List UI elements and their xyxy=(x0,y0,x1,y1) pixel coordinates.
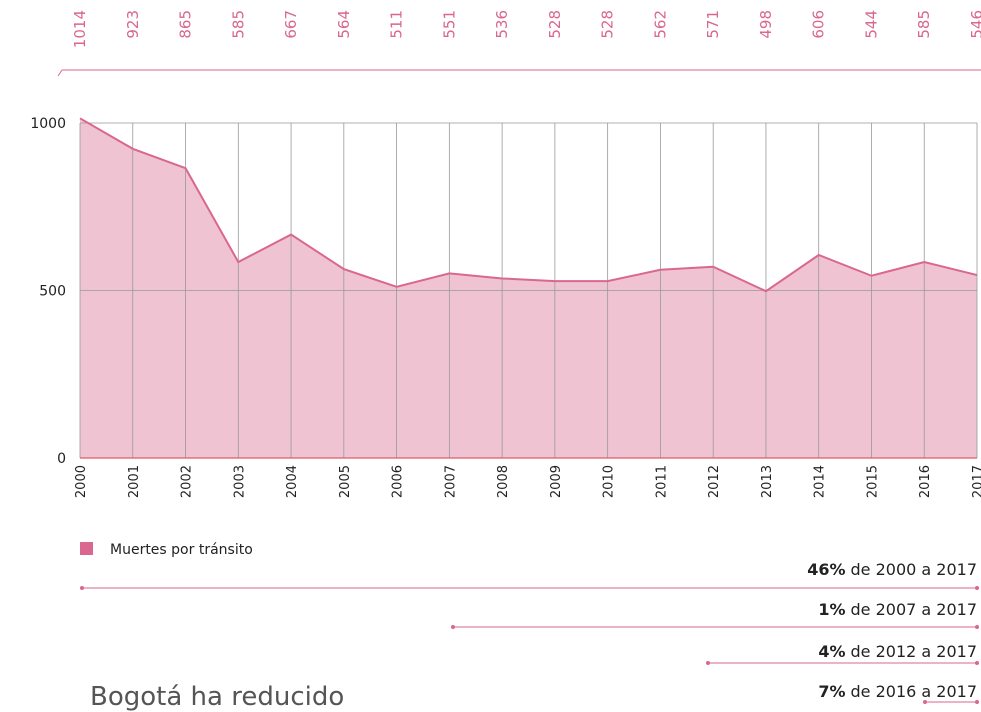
annotation-text: de 2012 a 2017 xyxy=(851,642,978,661)
x-tick-label: 2014 xyxy=(813,465,828,498)
annotation-bold: 7% xyxy=(818,682,845,701)
x-tick-label: 2002 xyxy=(180,465,195,498)
x-tick-label: 2000 xyxy=(74,465,89,498)
x-tick-label: 2006 xyxy=(391,465,406,498)
value-label: 546 xyxy=(968,10,981,39)
x-tick-label: 2004 xyxy=(285,465,300,498)
annotation-text: de 2000 a 2017 xyxy=(851,560,978,579)
annotation-dot xyxy=(923,700,927,704)
value-label: 551 xyxy=(440,10,458,39)
annotation-dot xyxy=(80,586,84,590)
value-label: 667 xyxy=(282,10,300,39)
annotation-bold: 4% xyxy=(818,642,845,661)
annotation-bold: 46% xyxy=(807,560,845,579)
value-label: 585 xyxy=(915,10,933,39)
value-label: 585 xyxy=(229,10,247,39)
x-tick-label: 2012 xyxy=(707,465,722,498)
annotation: 46% de 2000 a 2017 xyxy=(807,560,977,579)
value-label: 511 xyxy=(388,10,406,39)
x-tick-label: 2016 xyxy=(918,465,933,498)
area xyxy=(80,118,977,458)
annotation-dot xyxy=(706,661,710,665)
x-tick-label: 2008 xyxy=(496,465,511,498)
x-tick-label: 2003 xyxy=(232,465,247,498)
x-tick-label: 2015 xyxy=(865,465,880,498)
annotation: 7% de 2016 a 2017 xyxy=(818,682,977,701)
annotation-dot xyxy=(975,586,979,590)
value-label: 544 xyxy=(862,10,880,39)
x-tick-label: 2007 xyxy=(443,465,458,498)
y-tick-label: 500 xyxy=(39,284,66,300)
y-tick-label: 0 xyxy=(57,451,66,467)
value-label: 923 xyxy=(124,10,142,39)
y-tick-label: 1000 xyxy=(30,116,66,132)
x-tick-label: 2001 xyxy=(127,465,142,498)
annotation-bold: 1% xyxy=(818,600,845,619)
annotation-dot xyxy=(975,625,979,629)
headline: Bogotá ha reducido xyxy=(90,682,344,712)
label-rule-tip xyxy=(57,69,63,77)
legend-label: Muertes por tránsito xyxy=(110,542,253,558)
annotation: 4% de 2012 a 2017 xyxy=(818,642,977,661)
value-label: 564 xyxy=(335,10,353,39)
x-tick-label: 2010 xyxy=(602,465,617,498)
value-label: 1014 xyxy=(71,10,89,48)
annotation: 1% de 2007 a 2017 xyxy=(818,600,977,619)
annotation-text: de 2007 a 2017 xyxy=(851,600,978,619)
x-tick-label: 2017 xyxy=(971,465,981,498)
value-label: 606 xyxy=(810,10,828,39)
x-tick-label: 2013 xyxy=(760,465,775,498)
value-label: 865 xyxy=(177,10,195,39)
x-tick-label: 2005 xyxy=(338,465,353,498)
annotation-text: de 2016 a 2017 xyxy=(851,682,978,701)
value-label: 528 xyxy=(546,10,564,39)
x-tick-label: 2009 xyxy=(549,465,564,498)
line xyxy=(79,117,978,293)
x-tick-label: 2011 xyxy=(654,465,669,498)
annotation-dot xyxy=(451,625,455,629)
value-label: 536 xyxy=(493,10,511,39)
value-label: 562 xyxy=(651,10,669,39)
value-label: 498 xyxy=(757,10,775,39)
value-label: 571 xyxy=(704,10,722,39)
value-label: 528 xyxy=(599,10,617,39)
legend-swatch xyxy=(80,542,93,555)
annotations: 46% de 2000 a 2017 1% de 2007 a 2017 4% de 20… xyxy=(80,560,979,704)
annotation-dot xyxy=(975,700,979,704)
annotation-dot xyxy=(975,661,979,665)
